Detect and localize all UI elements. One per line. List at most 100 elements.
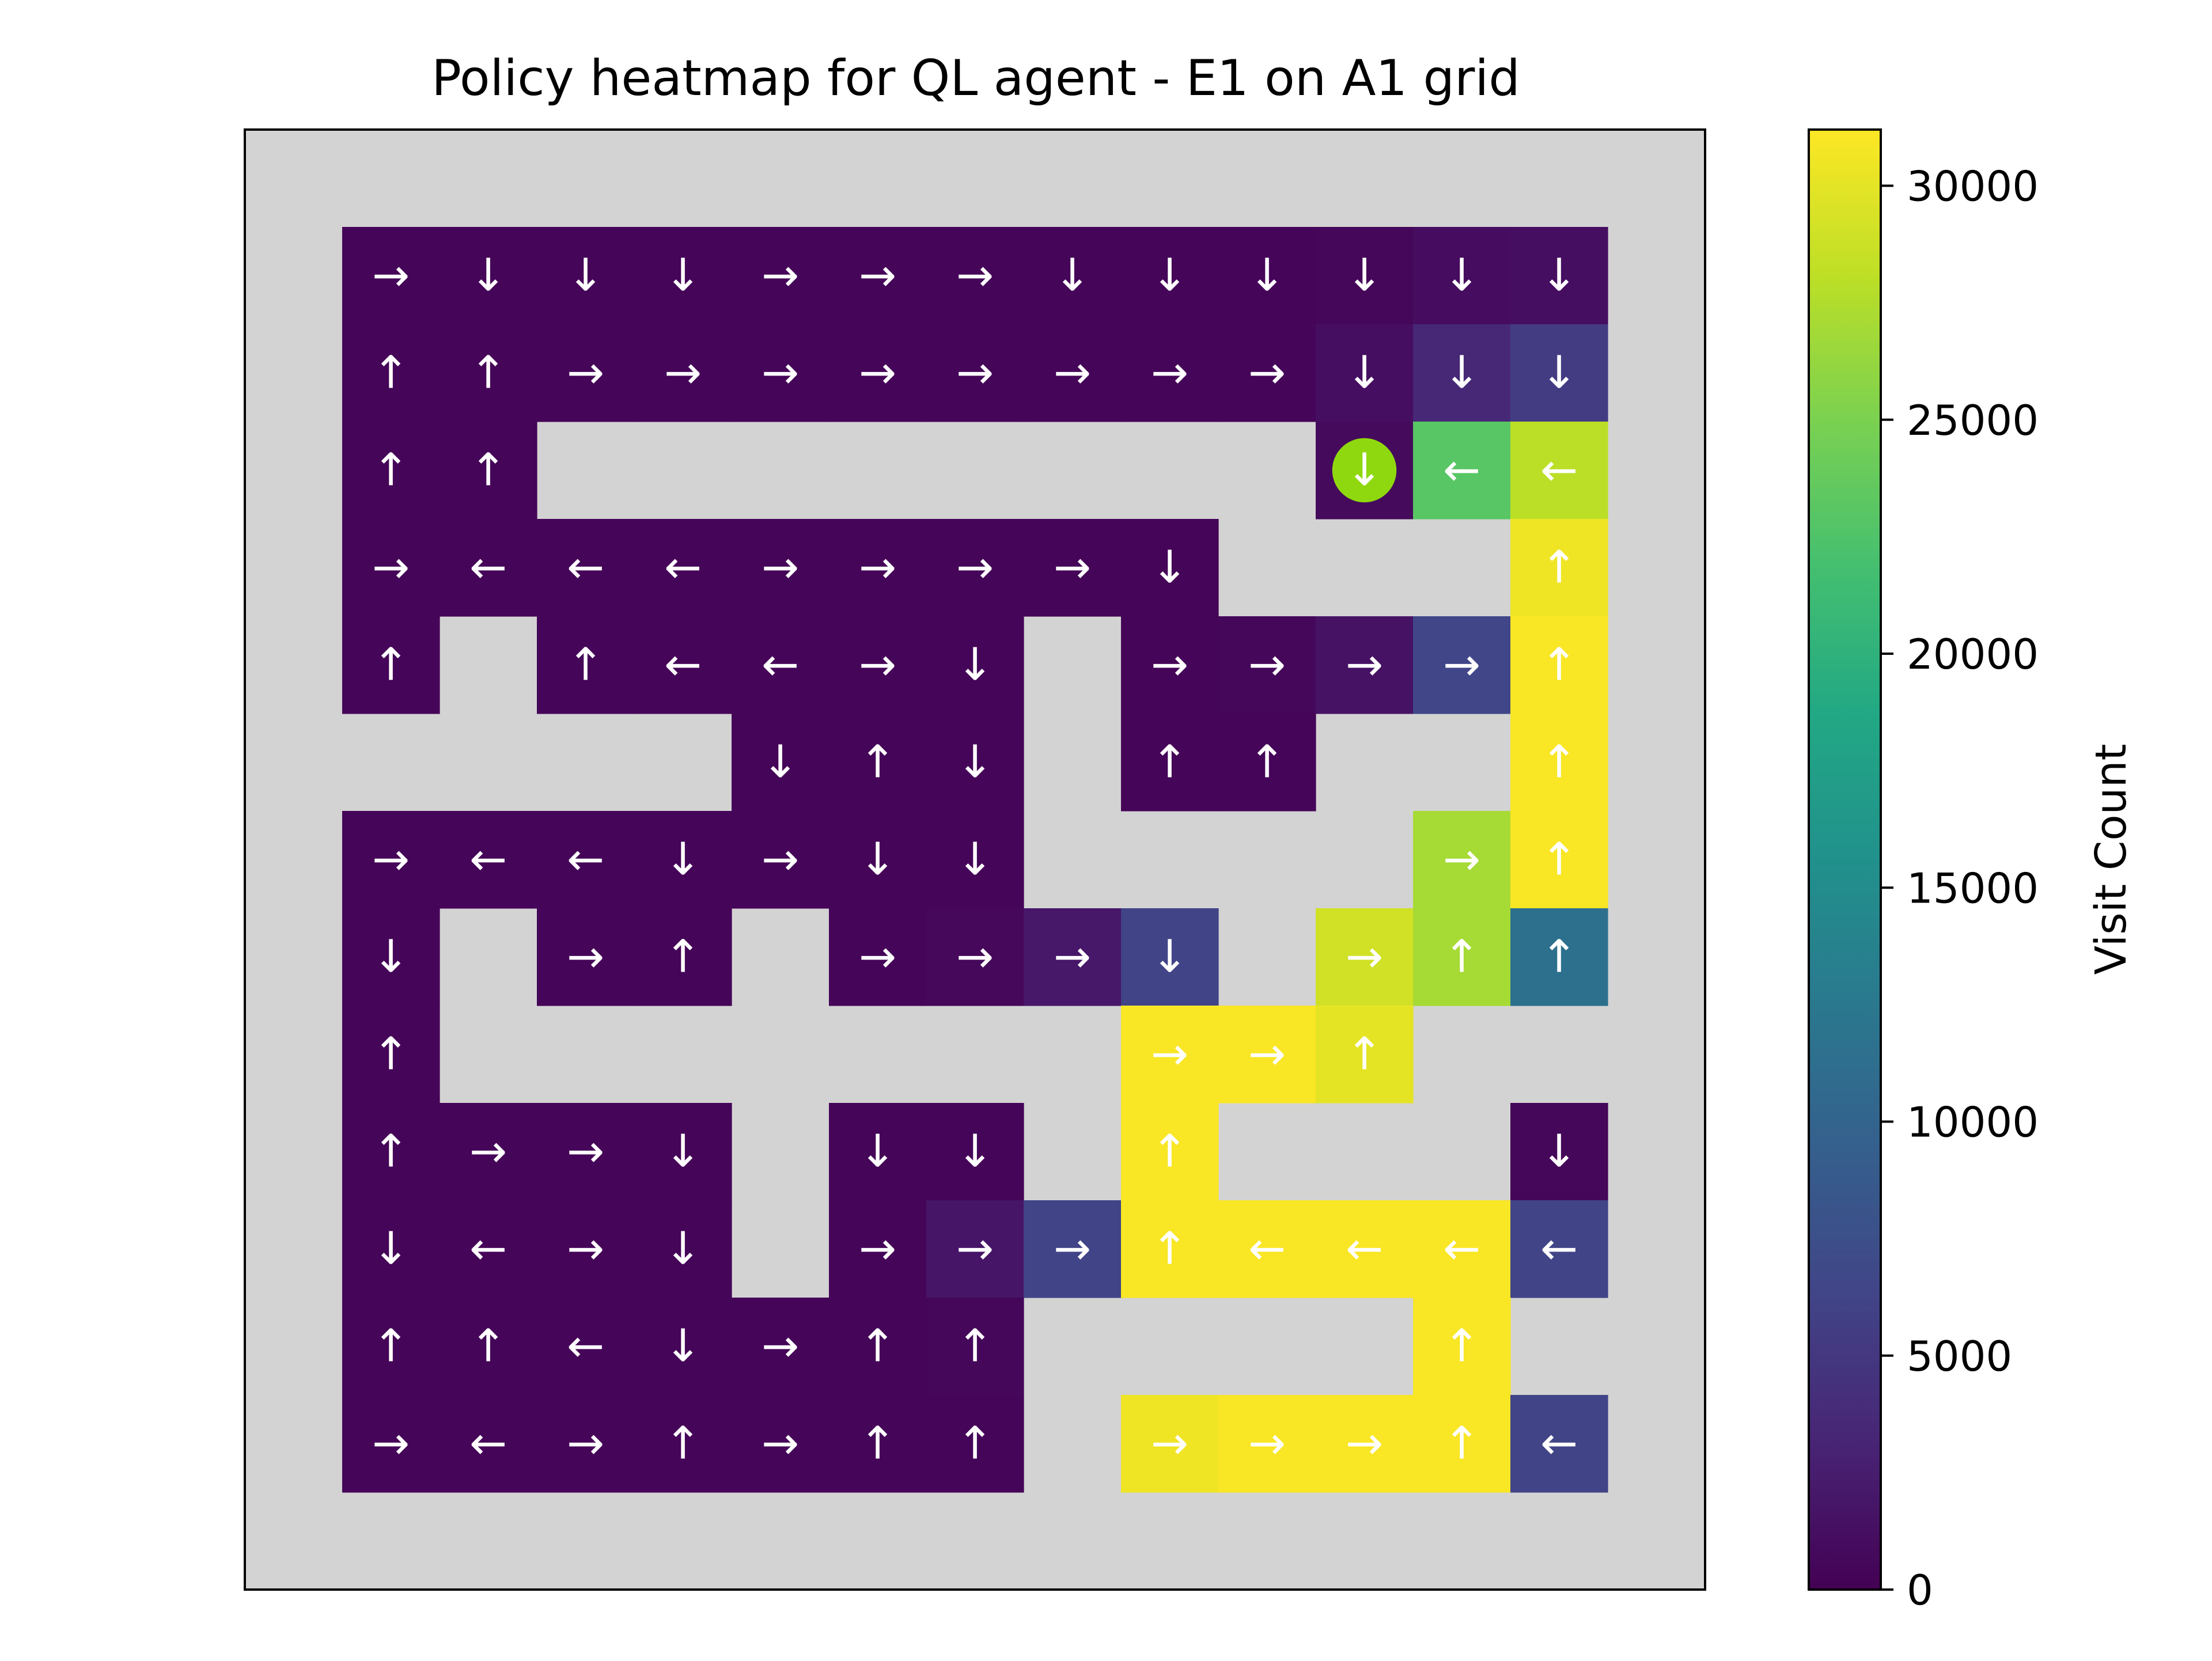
heatmap-cell: [732, 227, 830, 325]
policy-arrow: ↓: [956, 1126, 994, 1178]
policy-arrow: →: [1151, 1418, 1188, 1470]
policy-arrow: ↓: [664, 1321, 702, 1372]
heatmap-cell: [342, 811, 440, 909]
heatmap-cell: [732, 1298, 830, 1395]
policy-arrow: ↓: [469, 250, 507, 302]
policy-arrow: ←: [762, 639, 799, 691]
colorbar-ticks: 0 5000 10000 15000 20000 25000 30000: [1881, 162, 2039, 1614]
policy-arrow: ↓: [956, 639, 994, 691]
heatmap-cell: [1316, 324, 1414, 422]
policy-arrow: →: [1248, 1029, 1286, 1080]
policy-arrow: ↑: [372, 1029, 410, 1080]
policy-arrow: ↑: [1443, 1418, 1480, 1470]
policy-arrow: ↓: [1346, 445, 1383, 496]
policy-arrow: →: [762, 1321, 799, 1372]
policy-arrow: ↑: [469, 445, 507, 496]
heatmap-cell: [1218, 324, 1316, 422]
policy-arrow: ↑: [859, 737, 896, 788]
heatmap-cell: [926, 1298, 1024, 1395]
heatmap-cell: [732, 324, 830, 422]
policy-arrow: ←: [1443, 1223, 1480, 1275]
policy-arrow: ↓: [664, 250, 702, 302]
heatmap-cell: [829, 1103, 927, 1201]
policy-arrow: ↑: [1540, 737, 1578, 788]
heatmap-cell: [1510, 714, 1608, 811]
policy-arrow: →: [567, 1418, 604, 1470]
colorbar-label: Visit Count: [2086, 744, 2136, 975]
policy-arrow: →: [762, 1418, 799, 1470]
policy-arrow: ←: [664, 542, 702, 594]
policy-arrow: →: [956, 931, 994, 983]
policy-arrow: →: [956, 1223, 994, 1275]
policy-arrow: ↑: [372, 445, 410, 496]
policy-arrow: →: [567, 931, 604, 983]
policy-arrow: ↑: [1151, 1126, 1188, 1178]
policy-arrow: ↓: [956, 834, 994, 886]
heatmap-cell: [1121, 1006, 1219, 1103]
policy-arrow: ↑: [1151, 737, 1188, 788]
heatmap-cell: [342, 1395, 440, 1493]
policy-arrow: ↑: [1443, 931, 1480, 983]
policy-arrow: ↑: [1248, 737, 1286, 788]
heatmap-cell: [829, 908, 927, 1006]
heatmap-cell: [1121, 227, 1219, 325]
policy-arrow: →: [1151, 1029, 1188, 1080]
heatmap-cell: [342, 1006, 440, 1103]
heatmap-cell: [829, 714, 927, 811]
policy-arrow: →: [1443, 834, 1480, 886]
policy-arrow: ↓: [567, 250, 604, 302]
heatmap-cell: [634, 227, 732, 325]
heatmap-cell: [732, 714, 830, 811]
heatmap-cell: [1413, 1298, 1511, 1395]
policy-arrow: ←: [469, 1418, 507, 1470]
policy-arrow: ↑: [372, 639, 410, 691]
colorbar-tick-label: 30000: [1907, 162, 2039, 211]
heatmap-cell: [926, 519, 1024, 617]
policy-arrow: →: [859, 250, 896, 302]
heatmap-cell: [342, 519, 440, 617]
policy-arrow: ↑: [664, 931, 702, 983]
heatmap-cell: [634, 519, 732, 617]
heatmap-cell: [537, 811, 635, 909]
policy-arrow: →: [762, 834, 799, 886]
policy-arrow: ↓: [859, 834, 896, 886]
heatmap-cell: [732, 519, 830, 617]
policy-arrow: →: [762, 347, 799, 399]
policy-arrow: →: [1248, 347, 1286, 399]
policy-arrow: ←: [567, 542, 604, 594]
heatmap-cell: [342, 616, 440, 714]
policy-arrow: ↑: [1540, 834, 1578, 886]
heatmap-cell: [926, 616, 1024, 714]
policy-arrow: ↓: [1151, 542, 1188, 594]
heatmap-cell: [926, 811, 1024, 909]
goal-marker: [1332, 438, 1397, 503]
colorbar-tick-label: 10000: [1907, 1098, 2039, 1147]
heatmap-cell: [1413, 1200, 1511, 1298]
heatmap-cell: [926, 1103, 1024, 1201]
heatmap-cell: [537, 908, 635, 1006]
heatmap-cell: [440, 1103, 537, 1201]
policy-arrow: →: [372, 542, 410, 594]
policy-arrow: ←: [664, 639, 702, 691]
colorbar-tick-label: 15000: [1907, 864, 2039, 912]
policy-arrow: →: [956, 347, 994, 399]
colorbar-tick-label: 25000: [1907, 396, 2039, 445]
heatmap-cell: [1121, 714, 1219, 811]
heatmap-cell: [1510, 422, 1608, 519]
policy-arrow: ←: [567, 834, 604, 886]
heatmap-cell: [1024, 1200, 1122, 1298]
heatmap-cell: [342, 324, 440, 422]
heatmap-cell: [537, 1395, 635, 1493]
policy-arrow: ↑: [859, 1418, 896, 1470]
policy-arrow: ←: [1540, 1418, 1578, 1470]
heatmap-cell: [1121, 324, 1219, 422]
policy-arrow: →: [956, 542, 994, 594]
heatmap-cell: [634, 616, 732, 714]
policy-arrow: →: [859, 542, 896, 594]
policy-arrow: →: [859, 1223, 896, 1275]
heatmap-cell: [732, 1395, 830, 1493]
policy-arrow: →: [1151, 639, 1188, 691]
heatmap-cell: [342, 1103, 440, 1201]
policy-arrow: ←: [1248, 1223, 1286, 1275]
